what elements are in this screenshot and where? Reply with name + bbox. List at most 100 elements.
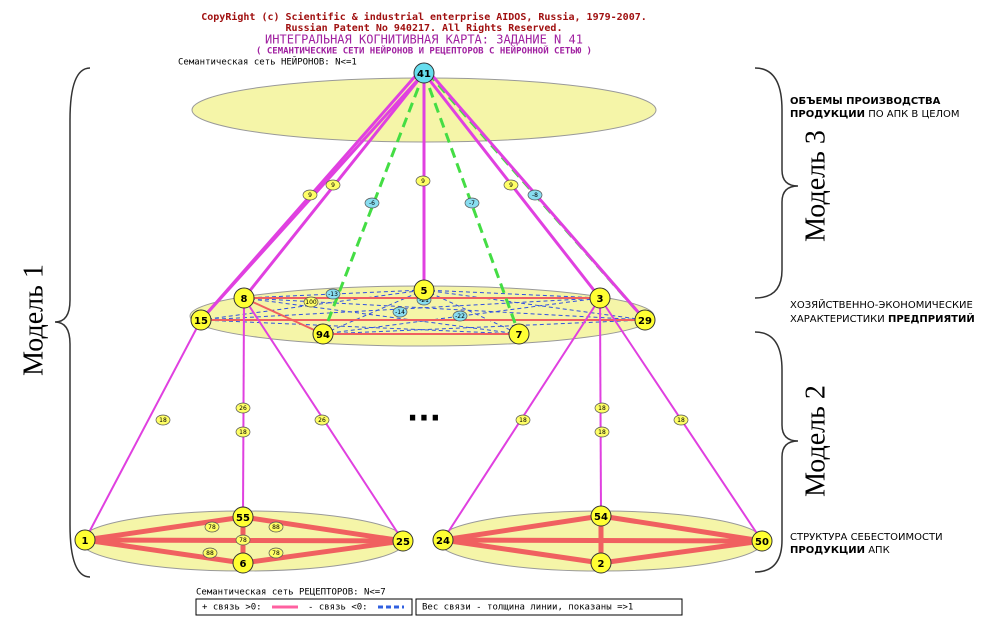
link xyxy=(243,297,520,335)
edge-label: 18 xyxy=(677,417,685,424)
edge-label-bg xyxy=(204,521,220,533)
neurons-caption: Семантическая сеть НЕЙРОНОВ: N<=1 xyxy=(178,56,357,68)
edge-label: -8 xyxy=(532,192,538,199)
subtitle: ( СЕМАНТИЧЕСКИЕ СЕТИ НЕЙРОНОВ И РЕЦЕПТОР… xyxy=(256,45,592,57)
edge-label: -6 xyxy=(369,200,375,207)
annotation-text: АПК xyxy=(868,545,889,556)
edge-label: -7 xyxy=(469,200,475,207)
node-label: 54 xyxy=(594,512,608,523)
node xyxy=(751,530,773,552)
node xyxy=(312,323,334,345)
legend-weight: Вес связи - толщина линии, показаны =>1 xyxy=(422,603,633,613)
edge-label: 9 xyxy=(509,182,513,189)
edge-label-bg xyxy=(155,414,171,426)
node-label: 15 xyxy=(194,316,208,327)
annotation-bold: ПРЕДПРИЯТИЙ xyxy=(888,312,975,325)
link xyxy=(423,289,646,321)
node-label: 5 xyxy=(421,286,428,297)
node-label: 55 xyxy=(236,513,250,524)
patent: Russian Patent No 940217. All Rights Res… xyxy=(286,22,563,34)
node-label: 6 xyxy=(240,559,247,570)
link xyxy=(322,297,601,335)
node xyxy=(232,552,254,574)
edge-label-bg xyxy=(464,197,480,209)
edge-label-bg xyxy=(202,547,218,559)
node-label: 41 xyxy=(417,69,431,80)
node xyxy=(508,323,530,345)
link xyxy=(600,538,763,566)
link xyxy=(84,537,244,566)
edge-label-bg xyxy=(452,310,468,322)
edge-label: 18 xyxy=(239,429,247,436)
copyright: CopyRight (c) Scientific & industrial en… xyxy=(201,11,647,23)
node-label: 50 xyxy=(755,537,769,548)
edge-label-bg xyxy=(235,402,251,414)
edge-label-bg xyxy=(503,179,519,191)
edge-label: -13 xyxy=(328,291,338,298)
model-label: Модель 3 xyxy=(800,130,831,242)
node xyxy=(74,529,96,551)
edge-label: 88 xyxy=(206,550,214,557)
edge-label: 18 xyxy=(159,417,167,424)
annotation-text: ХАРАКТЕРИСТИКИ xyxy=(790,314,885,325)
node xyxy=(634,309,656,331)
model-label: Модель 1 xyxy=(18,264,49,376)
node-label: 8 xyxy=(241,294,248,305)
edge-label: -21 xyxy=(419,297,429,304)
node xyxy=(190,309,212,331)
brace xyxy=(54,67,91,578)
node xyxy=(232,506,254,528)
link xyxy=(243,297,324,335)
node-label: 25 xyxy=(396,537,410,548)
annotation: ПРОДУКЦИИ ПО АПК В ЦЕЛОМ xyxy=(790,109,960,120)
link xyxy=(321,72,426,335)
edge-label-bg xyxy=(673,414,689,426)
edge-label-bg xyxy=(364,197,380,209)
node-label: 3 xyxy=(597,294,604,305)
edge-label: -22 xyxy=(455,313,465,320)
link xyxy=(84,319,202,541)
edge-label-bg xyxy=(515,414,531,426)
link xyxy=(243,289,425,299)
link xyxy=(242,514,404,544)
edge-label-bg xyxy=(325,179,341,191)
edge-label-bg xyxy=(527,189,543,201)
edge-label-bg xyxy=(268,521,284,533)
link xyxy=(422,72,521,335)
node xyxy=(589,287,611,309)
link xyxy=(322,319,646,335)
link xyxy=(423,289,601,299)
edge-label-bg xyxy=(302,189,318,201)
edge-label-bg xyxy=(325,288,341,300)
legend-box xyxy=(415,598,683,616)
node xyxy=(590,505,612,527)
annotation: ПРОДУКЦИИ АПК xyxy=(790,545,890,556)
edge-label: 9 xyxy=(308,192,312,199)
brace xyxy=(754,67,799,299)
brace xyxy=(754,331,799,573)
link xyxy=(322,289,425,335)
annotation: ХАРАКТЕРИСТИКИ ПРЕДПРИЯТИЙ xyxy=(790,312,975,325)
edge-label: 26 xyxy=(318,417,326,424)
node xyxy=(233,287,255,309)
annotation: ОБЪЕМЫ ПРОИЗВОДСТВА xyxy=(790,96,941,107)
edge-label-bg xyxy=(314,414,330,426)
receptors-caption: Семантическая сеть РЕЦЕПТОРОВ: N<=7 xyxy=(196,588,386,598)
annotation: ХОЗЯЙСТВЕННО-ЭКОНОМИЧЕСКИЕ xyxy=(790,298,973,311)
node xyxy=(432,529,454,551)
node xyxy=(413,62,435,84)
node xyxy=(413,279,435,301)
edge-label: -14 xyxy=(395,309,405,316)
link xyxy=(442,513,602,543)
edge-label: 9 xyxy=(331,182,335,189)
node-label: 94 xyxy=(316,330,330,341)
node-label: 7 xyxy=(516,330,523,341)
legend-negative: - связь <0: xyxy=(308,603,368,613)
edge-label: 26 xyxy=(239,405,247,412)
edge-label-bg xyxy=(303,296,319,308)
node xyxy=(590,552,612,574)
legend-positive: + связь >0: xyxy=(202,603,262,613)
edge-label: 18 xyxy=(519,417,527,424)
annotation: СТРУКТУРА СЕБЕСТОИМОСТИ xyxy=(790,532,943,543)
